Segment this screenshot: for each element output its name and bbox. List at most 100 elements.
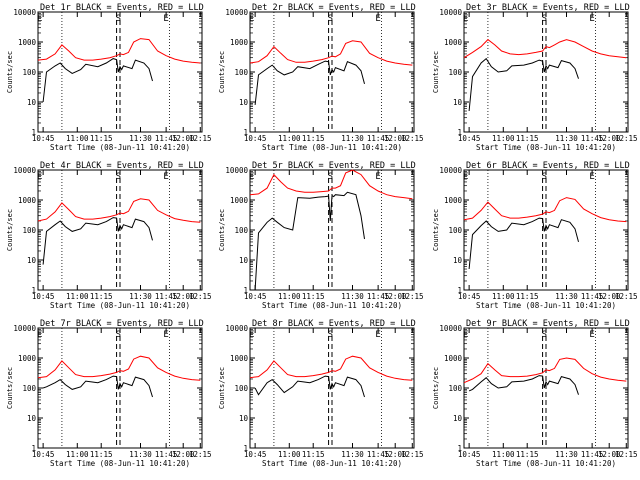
flag-letter: S [542, 172, 547, 182]
y-tick-label: 10 [27, 256, 37, 265]
series-line-events [42, 58, 153, 103]
x-tick-label: 11:15 [516, 292, 539, 301]
x-tick-label: 12:00 [598, 134, 621, 143]
chart-title: Det 8r BLACK = Events, RED = LLD [252, 319, 416, 329]
x-tick-label: 12:15 [401, 450, 424, 459]
y-tick-label: 100 [22, 68, 36, 77]
flag-letter: E [249, 172, 254, 182]
x-tick-label: 11:00 [492, 134, 515, 143]
y-tick-label: 10 [27, 98, 37, 107]
y-axis-label: Counts/sec [432, 209, 440, 251]
chart-title: Det 4r BLACK = Events, RED = LLD [40, 161, 204, 171]
y-tick-label: 10 [453, 414, 463, 423]
y-tick-label: 100 [448, 384, 462, 393]
y-tick-label: 1000 [18, 196, 37, 205]
chart-title: Det 7r BLACK = Events, RED = LLD [40, 319, 204, 329]
flag-letter: S [116, 330, 121, 340]
x-tick-label: 11:30 [341, 134, 364, 143]
chart-panel-2: Det 2r BLACK = Events, RED = LLD 1 10 100 10… [218, 3, 424, 152]
y-axis-label: Counts/sec [432, 51, 440, 93]
x-tick-label: 12:15 [401, 134, 424, 143]
x-tick-label: 10:45 [244, 292, 267, 301]
y-tick-label: 10000 [225, 8, 248, 17]
series-line-lld [249, 169, 413, 200]
x-tick-label: 12:00 [384, 134, 407, 143]
x-tick-label: 11:00 [66, 450, 89, 459]
y-axis-label: Counts/sec [432, 367, 440, 409]
series-line-events [468, 375, 579, 395]
chart-panel-8: Det 8r BLACK = Events, RED = LLD 1 10 100 10… [218, 319, 424, 468]
y-tick-label: 10000 [13, 8, 36, 17]
x-tick-label: 11:00 [278, 292, 301, 301]
y-tick-label: 10 [27, 414, 37, 423]
y-tick-label: 100 [234, 68, 248, 77]
x-tick-label: 11:30 [129, 134, 152, 143]
chart-title: Det 6r BLACK = Events, RED = LLD [466, 161, 630, 171]
x-tick-label: 11:45 [581, 450, 604, 459]
x-tick-label: 11:15 [90, 292, 113, 301]
x-axis-label: Start Time (08-Jun-11 10:41:20) [262, 301, 402, 310]
flag-letter: E [37, 330, 42, 340]
x-tick-label: 11:30 [341, 450, 364, 459]
x-tick-label: 12:15 [189, 134, 212, 143]
y-tick-label: 1000 [18, 354, 37, 363]
y-tick-label: 1 [457, 286, 462, 295]
x-tick-label: 12:00 [172, 134, 195, 143]
x-tick-label: 11:30 [555, 134, 578, 143]
flag-letter: E [463, 14, 468, 24]
x-tick-label: 12:15 [615, 292, 638, 301]
y-tick-label: 1000 [230, 354, 249, 363]
x-tick-label: 11:15 [302, 292, 325, 301]
flag-letter: E [463, 330, 468, 340]
series-line-events [254, 375, 365, 398]
x-tick-label: 10:45 [32, 134, 55, 143]
chart-panel-4: Det 4r BLACK = Events, RED = LLD 1 10 100 10… [6, 161, 212, 310]
chart-panel-5: Det 5r BLACK = Events, RED = LLD 1 10 100 10… [218, 161, 424, 310]
x-tick-label: 12:15 [189, 450, 212, 459]
series-line-events [42, 217, 153, 265]
series-line-lld [249, 355, 413, 381]
flag-letter: E [249, 330, 254, 340]
y-tick-label: 1 [243, 286, 248, 295]
series-line-events [468, 57, 579, 112]
series-line-lld [463, 197, 627, 223]
x-tick-label: 11:45 [581, 134, 604, 143]
flag-letter: E [589, 172, 594, 182]
x-tick-label: 11:00 [278, 134, 301, 143]
x-tick-label: 12:00 [172, 450, 195, 459]
x-tick-label: 11:15 [90, 134, 113, 143]
flag-letter: S [328, 172, 333, 182]
x-tick-label: 11:15 [90, 450, 113, 459]
y-axis-label: Counts/sec [218, 209, 226, 251]
flag-letter: S [542, 14, 547, 24]
y-tick-label: 10 [453, 98, 463, 107]
x-tick-label: 10:45 [244, 450, 267, 459]
flag-letter: E [589, 14, 594, 24]
x-tick-label: 11:00 [66, 134, 89, 143]
y-tick-label: 1000 [230, 38, 249, 47]
x-tick-label: 12:00 [384, 292, 407, 301]
chart-title: Det 3r BLACK = Events, RED = LLD [466, 3, 630, 13]
chart-title: Det 5r BLACK = Events, RED = LLD [252, 161, 416, 171]
x-axis-label: Start Time (08-Jun-11 10:41:20) [476, 301, 616, 310]
x-axis-label: Start Time (08-Jun-11 10:41:20) [50, 301, 190, 310]
x-tick-label: 10:45 [32, 450, 55, 459]
x-tick-label: 12:15 [189, 292, 212, 301]
y-tick-label: 100 [448, 68, 462, 77]
y-tick-label: 1 [243, 128, 248, 137]
x-tick-label: 11:00 [492, 292, 515, 301]
y-axis-label: Counts/sec [218, 51, 226, 93]
x-tick-label: 12:15 [615, 450, 638, 459]
y-tick-label: 10000 [439, 8, 462, 17]
y-tick-label: 1 [31, 128, 36, 137]
flag-letter: E [375, 14, 380, 24]
y-axis-label: Counts/sec [6, 51, 14, 93]
y-tick-label: 10 [239, 98, 249, 107]
y-tick-label: 10000 [439, 166, 462, 175]
flag-letter: E [589, 330, 594, 340]
x-tick-label: 10:45 [244, 134, 267, 143]
y-tick-label: 1 [457, 128, 462, 137]
flag-letter: S [328, 330, 333, 340]
y-tick-label: 1 [31, 286, 36, 295]
y-tick-label: 1 [31, 444, 36, 453]
